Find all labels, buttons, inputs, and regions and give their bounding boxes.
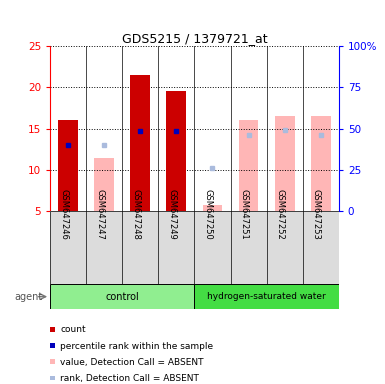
Text: percentile rank within the sample: percentile rank within the sample <box>60 341 214 351</box>
Text: value, Detection Call = ABSENT: value, Detection Call = ABSENT <box>60 358 204 367</box>
Title: GDS5215 / 1379721_at: GDS5215 / 1379721_at <box>122 32 267 45</box>
Bar <box>203 205 223 211</box>
Text: GSM647249: GSM647249 <box>167 189 176 240</box>
Bar <box>239 121 258 211</box>
Text: GSM647253: GSM647253 <box>312 189 321 240</box>
Bar <box>131 75 150 211</box>
Text: control: control <box>105 291 139 302</box>
Bar <box>166 91 186 211</box>
Text: GSM647247: GSM647247 <box>95 189 104 240</box>
Text: count: count <box>60 325 86 334</box>
Bar <box>311 116 331 211</box>
Bar <box>58 121 78 211</box>
Text: GSM647246: GSM647246 <box>59 189 68 240</box>
Text: agent: agent <box>14 291 42 302</box>
Bar <box>275 116 295 211</box>
Text: GSM647248: GSM647248 <box>131 189 140 240</box>
Text: GSM647250: GSM647250 <box>203 189 213 240</box>
Text: hydrogen-saturated water: hydrogen-saturated water <box>207 292 326 301</box>
Bar <box>194 284 339 309</box>
Text: rank, Detection Call = ABSENT: rank, Detection Call = ABSENT <box>60 374 199 383</box>
Bar <box>50 284 194 309</box>
Text: GSM647251: GSM647251 <box>239 189 249 240</box>
Text: GSM647252: GSM647252 <box>276 189 285 240</box>
Bar <box>94 157 114 211</box>
